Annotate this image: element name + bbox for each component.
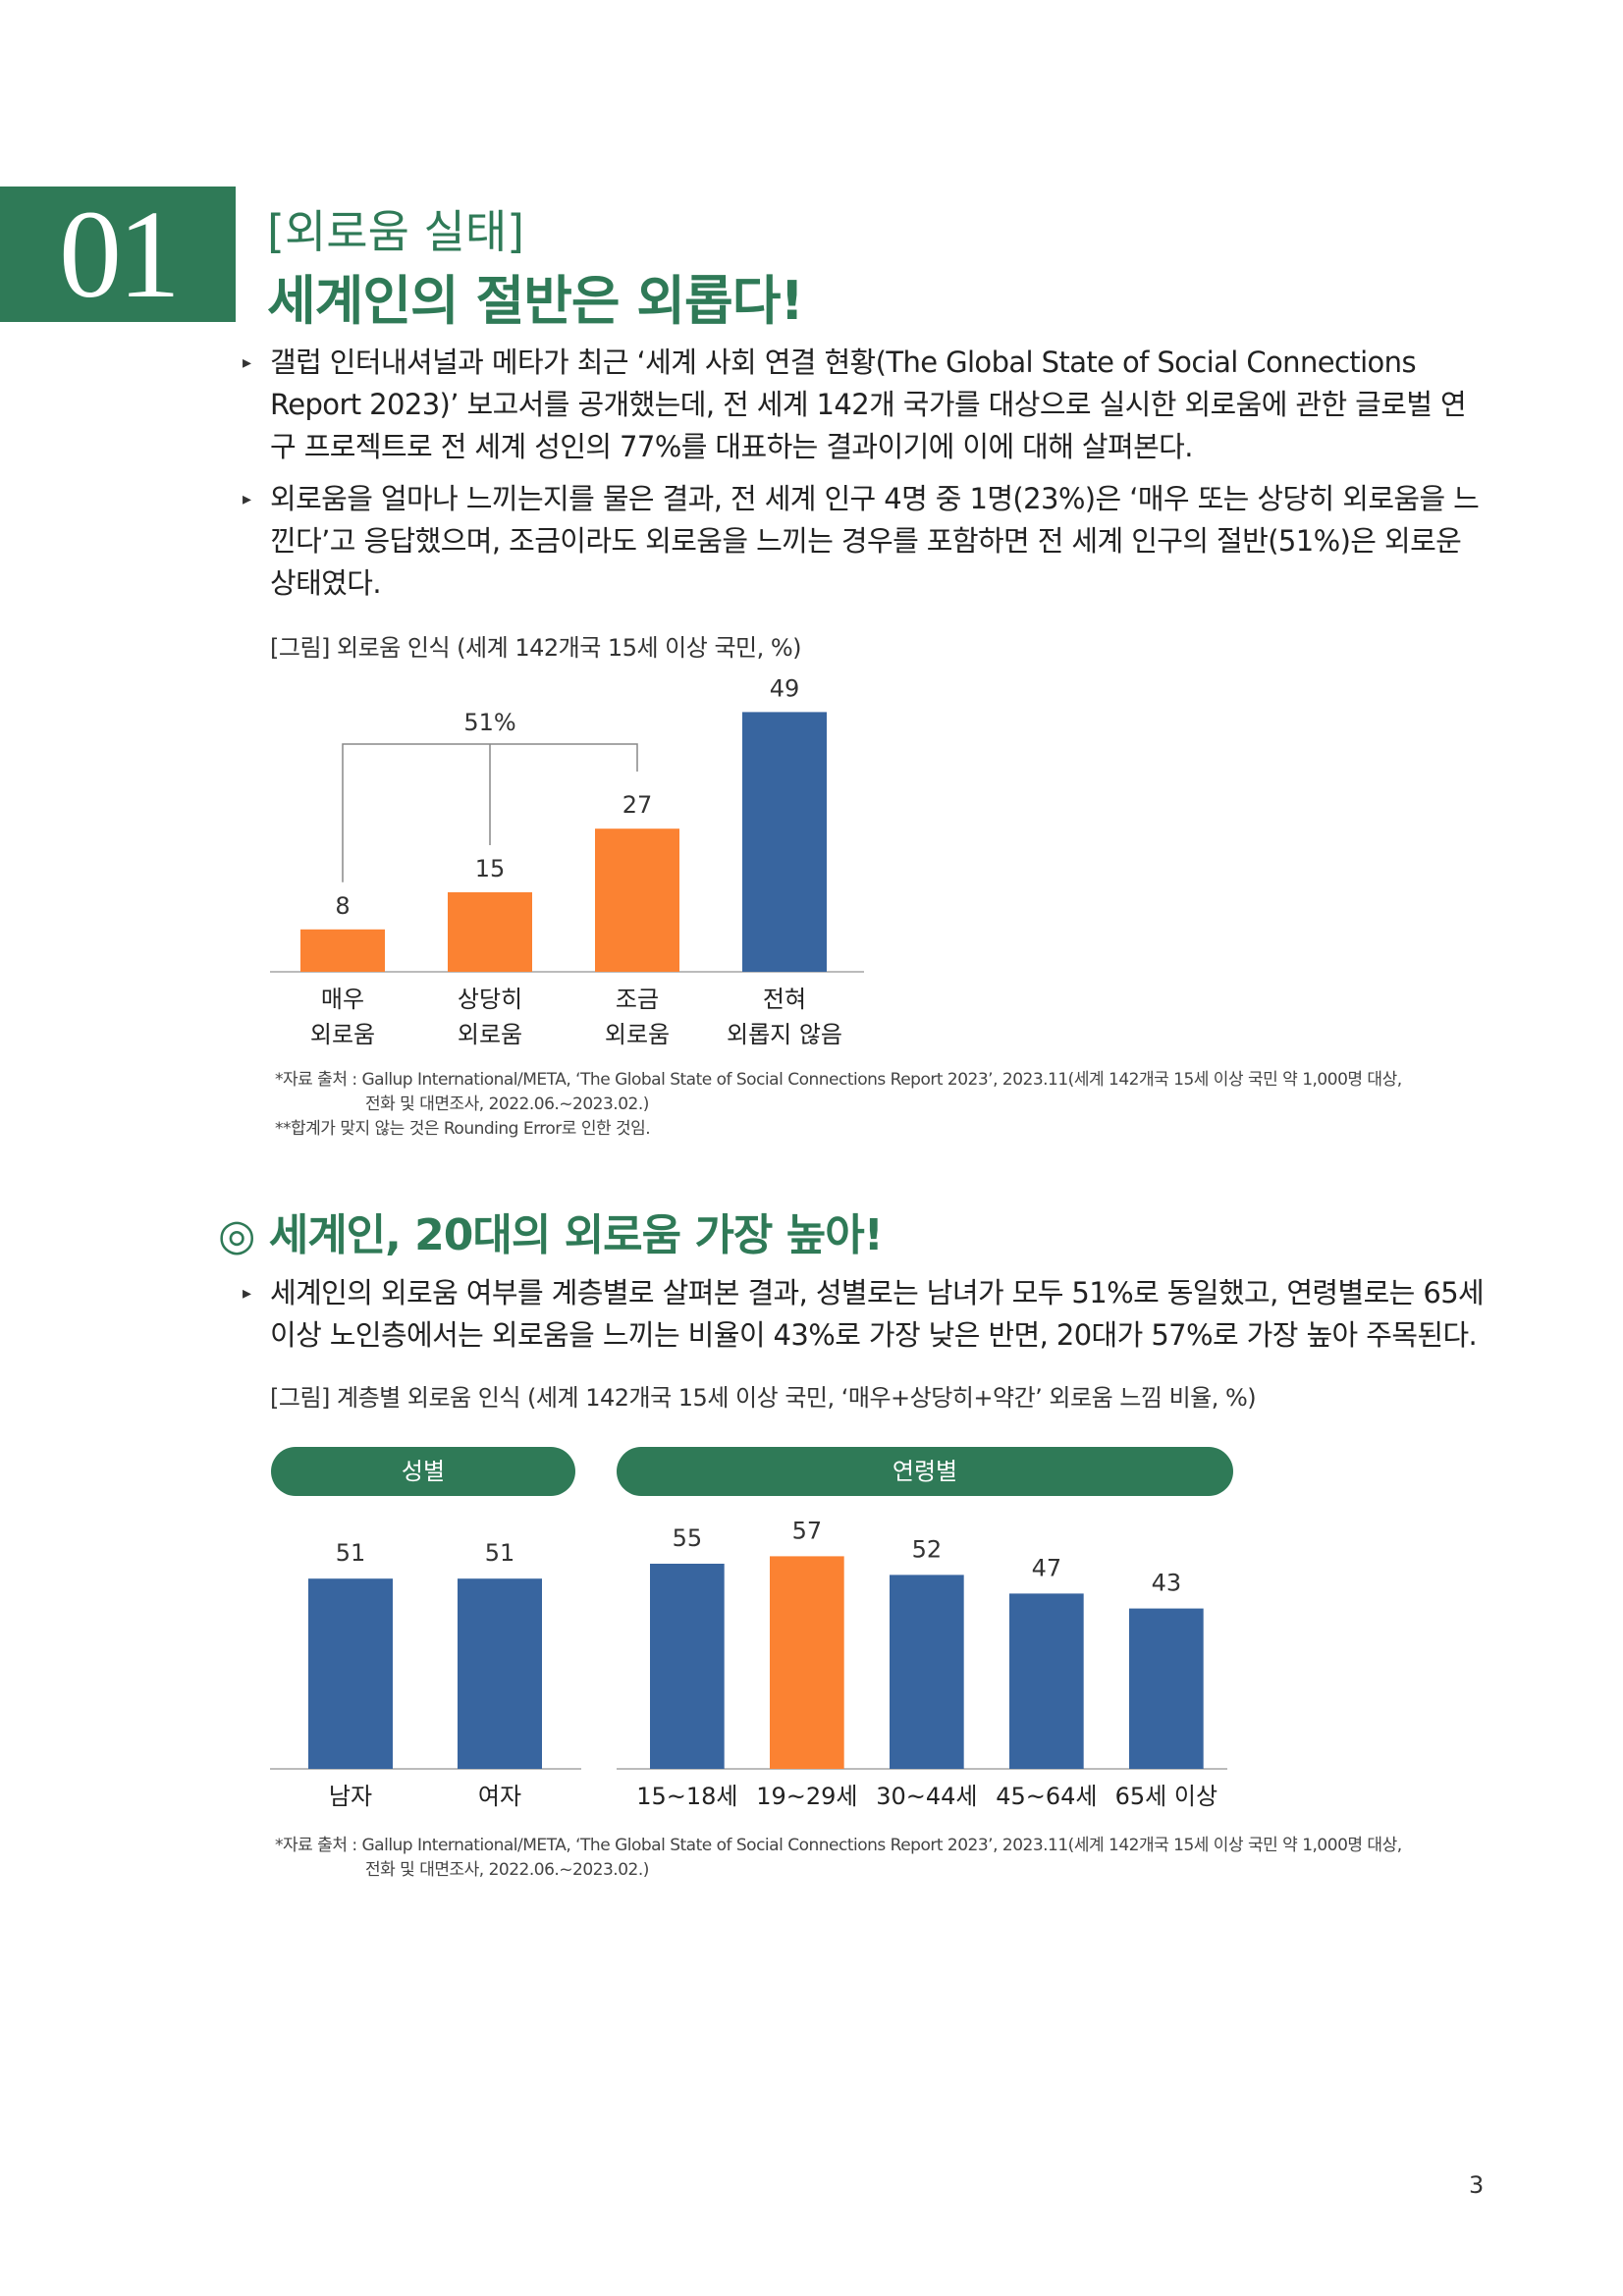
data-label: 49 xyxy=(770,674,800,702)
bar xyxy=(1129,1608,1204,1769)
bullet-paragraph-3: 세계인의 외로움 여부를 계층별로 살펴본 결과, 성별로는 남녀가 모두 51… xyxy=(243,1272,1488,1357)
bar xyxy=(448,892,532,972)
source-line: *자료 출처 : Gallup International/META, ‘The… xyxy=(275,1836,1402,1855)
tick-label: 매우 xyxy=(321,986,364,1013)
tick-label: 45~64세 xyxy=(996,1783,1097,1810)
bar xyxy=(308,1578,393,1769)
page-number: 3 xyxy=(1469,2171,1485,2199)
data-label: 47 xyxy=(1032,1554,1062,1581)
source-line: **합계가 맞지 않는 것은 Rounding Error로 인한 것임. xyxy=(275,1119,651,1139)
group-label-age: 연령별 xyxy=(617,1447,1233,1496)
tick-label: 상당히 xyxy=(458,986,522,1013)
bar xyxy=(770,1556,844,1769)
data-label: 51 xyxy=(485,1539,515,1567)
bar xyxy=(595,828,679,972)
section-number: 01 xyxy=(59,185,181,324)
subheading: ◎ 세계인, 20대의 외로움 가장 높아! xyxy=(218,1210,884,1260)
data-label: 15 xyxy=(475,855,506,882)
tick-label: 외로움 xyxy=(310,1021,375,1048)
bar xyxy=(742,712,827,972)
bar xyxy=(650,1564,725,1769)
section-subtitle: [외로움 실태] xyxy=(267,205,525,258)
tick-label: 외로움 xyxy=(605,1021,670,1048)
bar xyxy=(300,929,385,972)
chart-loneliness-by-group: 51 남자 51 여자 55 15~18세 57 19~29세 52 30~44세 47 45~64세… xyxy=(270,1517,1227,1810)
figure1-source: *자료 출처 : Gallup International/META, ‘The… xyxy=(275,1068,1402,1142)
bullet-paragraph-2: 외로움을 얼마나 느끼는지를 물은 결과, 전 세계 인구 4명 중 1명(23… xyxy=(243,478,1488,605)
bracket-label: 51% xyxy=(463,709,515,736)
tick-label: 전혀 xyxy=(763,986,806,1013)
tick-label: 조금 xyxy=(616,986,659,1013)
bar xyxy=(458,1578,542,1769)
bullet-paragraph-1: 갤럽 인터내셔널과 메타가 최근 ‘세계 사회 연결 현황(The Global… xyxy=(243,342,1488,468)
section-number-block xyxy=(0,187,236,322)
tick-label: 남자 xyxy=(329,1783,372,1810)
tick-label: 19~29세 xyxy=(756,1783,857,1810)
data-label: 57 xyxy=(792,1517,823,1544)
figure1-caption: [그림] 외로움 인식 (세계 142개국 15세 이상 국민, %) xyxy=(270,634,802,662)
tick-label: 15~18세 xyxy=(636,1783,737,1810)
tick-label: 65세 이상 xyxy=(1115,1783,1217,1810)
data-label: 27 xyxy=(622,791,653,819)
tick-label: 외롭지 않음 xyxy=(727,1021,842,1048)
tick-label: 여자 xyxy=(478,1783,521,1810)
data-label: 52 xyxy=(912,1535,943,1563)
tick-label: 30~44세 xyxy=(876,1783,977,1810)
source-line: *자료 출처 : Gallup International/META, ‘The… xyxy=(275,1070,1402,1090)
data-label: 55 xyxy=(673,1524,703,1552)
tick-label: 외로움 xyxy=(458,1021,522,1048)
bar xyxy=(1009,1593,1084,1769)
group-label-gender: 성별 xyxy=(271,1447,575,1496)
section-title: 세계인의 절반은 외롭다! xyxy=(267,270,804,332)
figure2-caption: [그림] 계층별 외로움 인식 (세계 142개국 15세 이상 국민, ‘매우… xyxy=(270,1384,1257,1412)
data-label: 8 xyxy=(335,892,350,920)
source-line: 전화 및 대면조사, 2022.06.~2023.02.) xyxy=(365,1095,649,1114)
bar xyxy=(890,1575,964,1769)
data-label: 43 xyxy=(1152,1570,1182,1597)
data-label: 51 xyxy=(336,1539,366,1567)
figure2-source: *자료 출처 : Gallup International/META, ‘The… xyxy=(275,1834,1402,1883)
source-line: 전화 및 대면조사, 2022.06.~2023.02.) xyxy=(365,1860,649,1880)
